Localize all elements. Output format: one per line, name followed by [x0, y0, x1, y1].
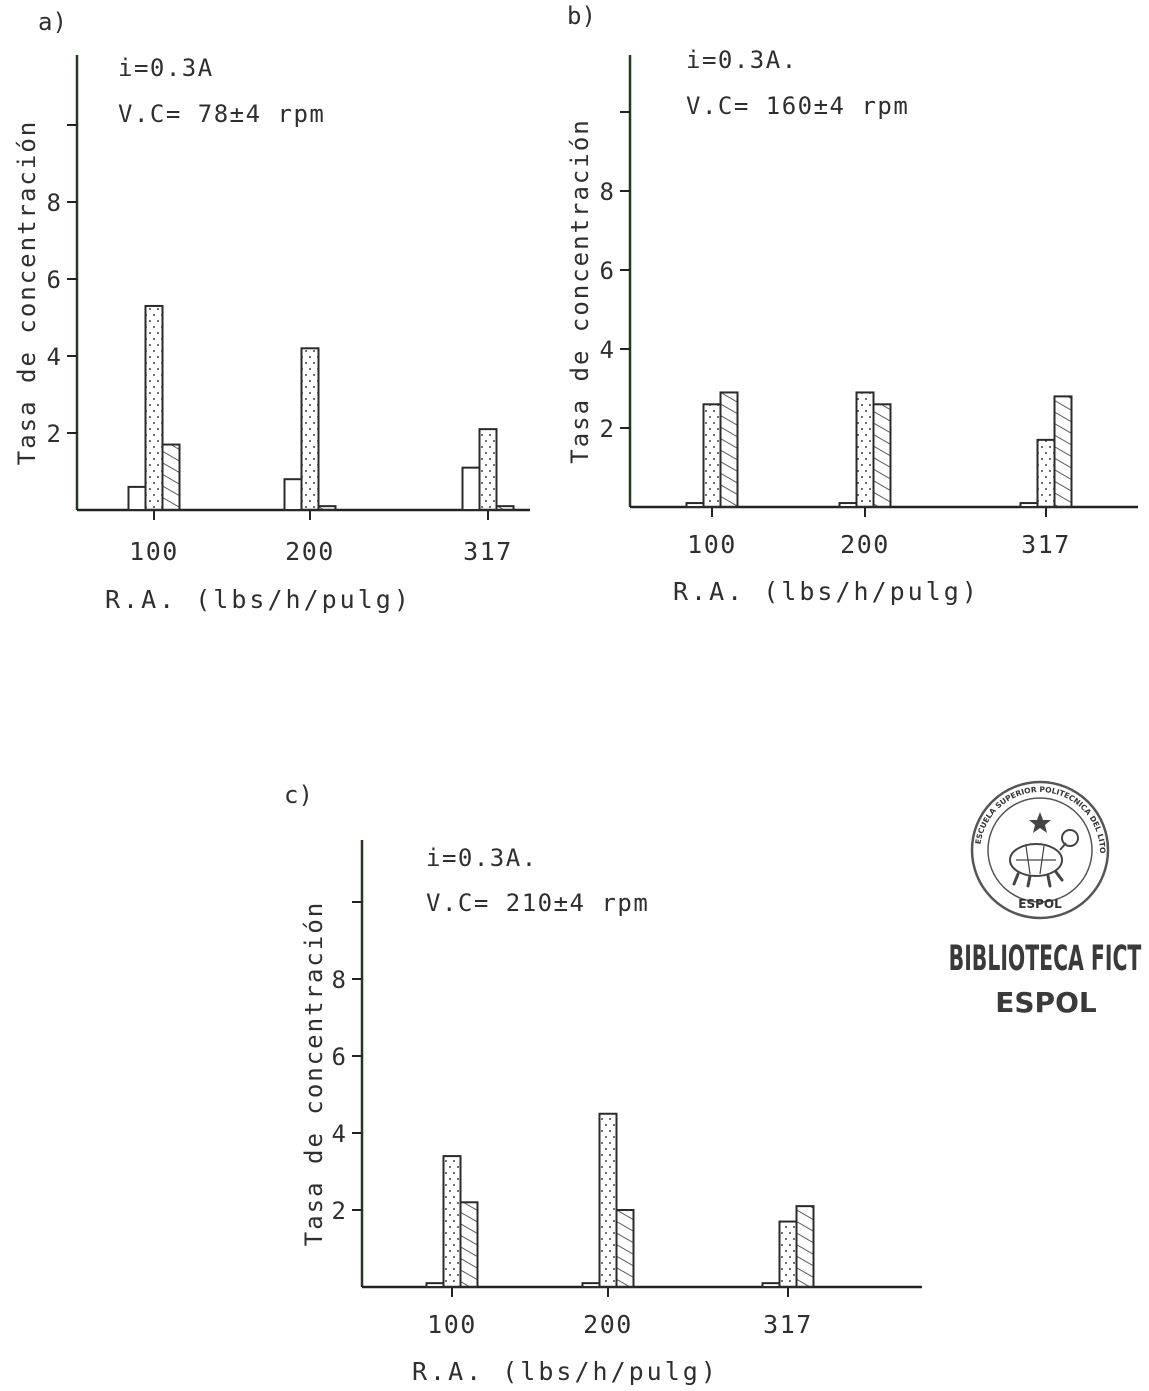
y-tick-label: 4 [47, 343, 61, 371]
bar-plain-317 [1019, 502, 1039, 508]
y-axis-label: Tasa de concentración [300, 901, 328, 1246]
bar-hatched-317 [1053, 395, 1073, 508]
y-tick-label: 8 [332, 966, 346, 994]
star-icon [1029, 812, 1051, 833]
x-axis-label: R.A. (lbs/h/pulg) [673, 577, 980, 606]
y-tick-label: 6 [600, 257, 614, 285]
stamp-line-2: ESPOL [995, 986, 1097, 1019]
x-tick-label: 317 [463, 537, 513, 566]
panel-label: a) [38, 8, 67, 36]
seal-text: ESCUELA SUPERIOR POLITECNICA DEL LITORAL [0, 0, 1107, 854]
x-tick-label: 200 [583, 1310, 633, 1339]
annotation-line: i=0.3A. [686, 46, 798, 74]
x-tick-label: 200 [285, 537, 335, 566]
y-tick-label: 4 [332, 1120, 346, 1148]
bar-plain-200 [838, 502, 858, 508]
bar-dotted-200 [300, 347, 320, 511]
y-tick-label: 4 [600, 336, 614, 364]
bar-dotted-100 [144, 304, 164, 512]
bar-plain-100 [127, 485, 147, 511]
x-tick-label: 100 [427, 1310, 477, 1339]
tortoise-icon [1009, 829, 1079, 888]
y-tick-label: 2 [47, 420, 61, 448]
bar-dotted-317 [1036, 438, 1056, 509]
seal-bottom-text: ESPOL [1018, 897, 1062, 911]
bar-dotted-317 [778, 1220, 798, 1289]
panel-label: c) [284, 781, 313, 809]
bar-dotted-200 [598, 1112, 618, 1288]
bar-plain-200 [283, 478, 303, 512]
bar-hatched-317 [495, 505, 515, 511]
bar-hatched-200 [872, 403, 892, 508]
bar-hatched-200 [615, 1209, 635, 1288]
bar-dotted-317 [478, 428, 498, 511]
annotation-line: i=0.3A. [426, 844, 538, 872]
y-tick-label: 8 [47, 189, 61, 217]
panel-label: b) [567, 2, 596, 30]
x-axis-label: R.A. (lbs/h/pulg) [412, 1357, 719, 1386]
x-tick-label: 100 [687, 530, 737, 559]
annotation-line: V.C= 160±4 rpm [686, 92, 909, 120]
bar-plain-100 [685, 502, 705, 508]
bar-plain-200 [581, 1282, 601, 1289]
y-tick-label: 6 [47, 266, 61, 294]
bar-hatched-100 [161, 443, 181, 511]
y-tick-label: 8 [600, 178, 614, 206]
x-axis-label: R.A. (lbs/h/pulg) [105, 585, 412, 614]
bar-hatched-100 [719, 391, 739, 509]
x-tick-label: 317 [763, 1310, 813, 1339]
annotation-line: V.C= 210±4 rpm [426, 889, 649, 917]
annotation-line: i=0.3A [118, 54, 214, 82]
bar-dotted-100 [702, 403, 722, 508]
y-tick-label: 2 [600, 415, 614, 443]
bar-hatched-200 [317, 505, 337, 511]
stamp-line-1: BIBLIOTECA FICT [949, 938, 1142, 978]
y-axis-label: Tasa de concentración [13, 120, 41, 465]
y-tick-label: 2 [332, 1197, 346, 1225]
x-tick-label: 100 [129, 537, 179, 566]
x-tick-label: 200 [840, 530, 890, 559]
y-tick-label: 6 [332, 1043, 346, 1071]
bar-plain-100 [425, 1282, 445, 1289]
bar-dotted-200 [855, 391, 875, 509]
bar-plain-317 [761, 1282, 781, 1289]
bar-hatched-100 [459, 1201, 479, 1289]
bar-hatched-317 [795, 1205, 815, 1289]
bar-plain-317 [461, 466, 481, 511]
bar-dotted-100 [442, 1155, 462, 1288]
y-axis-label: Tasa de concentración [566, 118, 594, 463]
annotation-line: V.C= 78±4 rpm [118, 100, 325, 128]
x-tick-label: 317 [1021, 530, 1071, 559]
